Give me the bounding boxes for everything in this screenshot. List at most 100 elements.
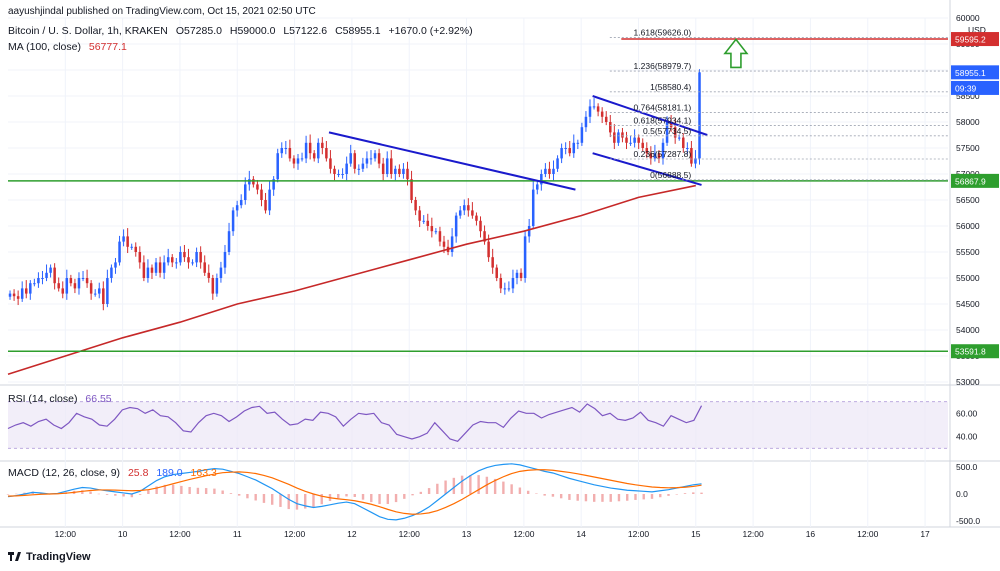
price-axis-badge bbox=[951, 65, 999, 80]
macd-histogram-bar bbox=[609, 494, 612, 502]
candle-body bbox=[317, 142, 320, 159]
candle-body bbox=[203, 262, 206, 273]
macd-histogram-bar bbox=[559, 494, 563, 499]
candle-body bbox=[698, 72, 701, 159]
candle-body bbox=[531, 189, 535, 226]
macd-histogram-bar bbox=[700, 492, 703, 494]
candle-body bbox=[57, 283, 60, 289]
candle-body bbox=[284, 148, 288, 149]
ma-label[interactable]: MA (100, close) bbox=[8, 41, 81, 53]
candle-body bbox=[244, 184, 247, 200]
macd-histogram-bar bbox=[584, 494, 588, 502]
candle-body bbox=[73, 283, 77, 289]
candle-body bbox=[191, 262, 194, 264]
time-tick-label: 12:00 bbox=[513, 529, 535, 539]
macd-histogram-bar bbox=[295, 494, 299, 510]
candle-body bbox=[329, 158, 332, 169]
macd-histogram-bar bbox=[419, 491, 423, 494]
price-axis-badge-text: 53591.8 bbox=[955, 347, 986, 357]
macd-histogram-bar bbox=[361, 494, 365, 500]
macd-histogram-bar bbox=[477, 475, 480, 494]
candle-body bbox=[418, 210, 421, 221]
ma-legend[interactable]: MA (100, close) 56777.1 bbox=[8, 41, 132, 53]
fib-level-label: 0.764(58181.1) bbox=[634, 103, 692, 113]
candle-body bbox=[540, 174, 543, 185]
candle-body bbox=[438, 231, 442, 242]
candle-body bbox=[122, 236, 125, 242]
fib-level-label: 0.618(57934.1) bbox=[634, 115, 692, 125]
macd-histogram-bar bbox=[568, 494, 571, 500]
candle-body bbox=[110, 267, 113, 278]
candle-body bbox=[592, 106, 596, 108]
candle-body bbox=[495, 267, 498, 278]
candle-body bbox=[507, 288, 511, 290]
macd-histogram-bar bbox=[97, 493, 101, 495]
time-tick-label: 11 bbox=[233, 529, 242, 539]
candle-body bbox=[195, 252, 198, 263]
macd-histogram-bar bbox=[576, 494, 579, 501]
candle-body bbox=[106, 278, 109, 304]
rsi-legend[interactable]: RSI (14, close) 66.55 bbox=[8, 393, 117, 405]
macd-histogram-bar bbox=[171, 484, 175, 494]
candle-body bbox=[523, 236, 527, 278]
time-tick-label: 10 bbox=[118, 529, 128, 539]
symbol-name[interactable]: Bitcoin / U. S. Dollar, 1h, KRAKEN bbox=[8, 25, 168, 37]
macd-histogram-bar bbox=[626, 494, 629, 501]
candle-body bbox=[33, 283, 36, 285]
rsi-tick-label: 40.00 bbox=[956, 432, 978, 442]
candle-body bbox=[487, 241, 490, 258]
symbol-legend[interactable]: Bitcoin / U. S. Dollar, 1h, KRAKEN O5728… bbox=[8, 25, 478, 37]
macd-label[interactable]: MACD (12, 26, close, 9) bbox=[8, 467, 121, 479]
publish-text: aayushjindal published on TradingView.co… bbox=[8, 6, 316, 17]
macd-histogram-bar bbox=[23, 492, 26, 494]
candle-body bbox=[625, 137, 628, 143]
macd-line-value: 189.0 bbox=[156, 467, 183, 479]
candle-body bbox=[564, 148, 567, 149]
candle-body bbox=[61, 288, 65, 294]
tradingview-logo[interactable]: TradingView bbox=[8, 551, 91, 563]
candle-body bbox=[304, 142, 308, 159]
candle-body bbox=[154, 262, 158, 273]
candle-body bbox=[349, 153, 352, 164]
candle-body bbox=[596, 106, 600, 112]
price-tick-label: 55500 bbox=[956, 247, 980, 257]
candle-body bbox=[503, 288, 507, 290]
candle-body bbox=[499, 278, 503, 289]
candle-body bbox=[81, 278, 85, 279]
candle-body bbox=[410, 179, 413, 200]
macd-legend[interactable]: MACD (12, 26, close, 9) 25.8 189.0 163.3 bbox=[8, 467, 222, 479]
macd-histogram-bar bbox=[89, 491, 92, 494]
candle-body bbox=[235, 205, 239, 211]
candle-body bbox=[580, 127, 584, 143]
candle-body bbox=[211, 278, 215, 294]
candle-body bbox=[93, 293, 97, 295]
macd-histogram-bar bbox=[601, 494, 604, 502]
price-axis-badge bbox=[951, 344, 999, 359]
up-arrow-icon bbox=[723, 38, 749, 69]
candle-body bbox=[390, 158, 393, 174]
candle-body bbox=[65, 278, 69, 294]
candle-body bbox=[20, 288, 24, 299]
macd-histogram-bar bbox=[659, 494, 662, 498]
candle-body bbox=[223, 252, 227, 268]
candle-body bbox=[475, 215, 478, 221]
candle-body bbox=[264, 200, 267, 211]
macd-histogram-bar bbox=[196, 487, 200, 494]
candle-body bbox=[207, 272, 211, 278]
macd-histogram-bar bbox=[114, 494, 117, 496]
candle-body bbox=[45, 272, 48, 278]
candle-body bbox=[102, 288, 105, 304]
rsi-value: 66.55 bbox=[85, 393, 112, 405]
price-tick-label: 56500 bbox=[956, 195, 980, 205]
macd-tick-label: -500.0 bbox=[956, 516, 980, 526]
candle-body bbox=[150, 267, 154, 273]
rsi-label[interactable]: RSI (14, close) bbox=[8, 393, 78, 405]
candle-body bbox=[341, 174, 344, 175]
candle-body bbox=[572, 142, 576, 154]
time-tick-label: 12:00 bbox=[284, 529, 306, 539]
candle-body bbox=[69, 278, 73, 284]
candle-body bbox=[556, 158, 559, 169]
macd-histogram-bar bbox=[667, 494, 670, 496]
candle-body bbox=[381, 163, 385, 174]
